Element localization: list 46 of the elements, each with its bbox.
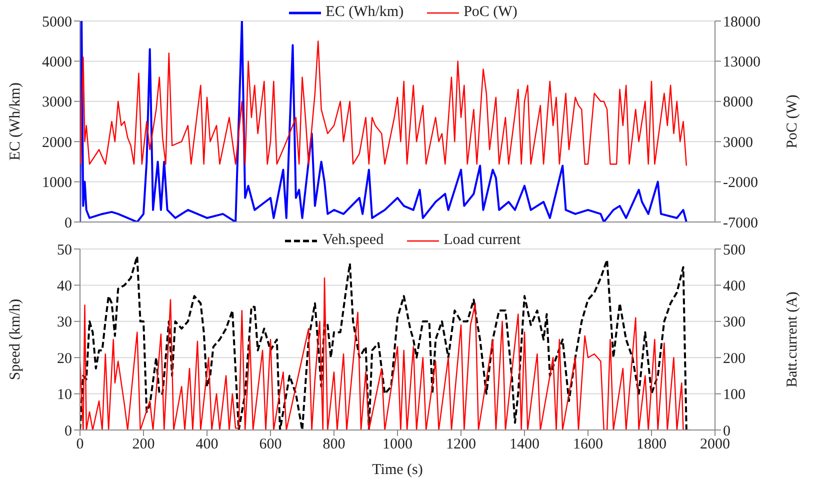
- x-tick-label: 800: [322, 436, 346, 453]
- y2-tick-label: 18000: [723, 14, 760, 30]
- y-tick-label: 0: [64, 423, 72, 440]
- legend-label: EC (Wh/km): [326, 4, 404, 21]
- legend-label: Veh.speed: [322, 232, 384, 249]
- y-tick-label: 3000: [42, 94, 72, 111]
- y-axis-title: EC (Wh/km): [7, 82, 24, 160]
- y2-tick-label: 300: [723, 314, 746, 331]
- y2-tick-label: 8000: [723, 94, 753, 111]
- x-tick-label: 200: [132, 436, 155, 453]
- legend-label: Load current: [444, 232, 521, 249]
- line-series: [80, 21, 688, 222]
- y-tick-label: 30: [57, 314, 72, 331]
- y-axis-title: Speed (km/h): [7, 298, 24, 380]
- y2-tick-label: 400: [723, 278, 746, 295]
- y-tick-label: 4000: [42, 54, 72, 71]
- y2-tick-label: 200: [723, 350, 746, 367]
- y-tick-label: 50: [57, 242, 72, 258]
- legend-label: PoC (W): [464, 4, 518, 21]
- y2-tick-label: 13000: [723, 54, 760, 71]
- x-tick-label: 600: [259, 436, 282, 453]
- x-tick-label: 1200: [446, 436, 476, 453]
- y-tick-label: 5000: [42, 14, 72, 30]
- y-tick-label: 10: [57, 387, 72, 404]
- x-tick-label: 0: [76, 436, 84, 453]
- y-tick-label: 1000: [42, 175, 72, 192]
- y-tick-label: 2000: [42, 134, 72, 151]
- x-tick-label: 1600: [573, 436, 603, 453]
- x-axis-title: Time (s): [372, 462, 423, 478]
- y2-tick-label: 3000: [723, 134, 753, 151]
- y-tick-label: 20: [57, 350, 72, 367]
- x-tick-label: 1800: [636, 436, 666, 453]
- x-tick-label: 1400: [510, 436, 540, 453]
- y2-tick-label: 0: [723, 423, 730, 440]
- y2-tick-label: -7000: [723, 215, 758, 232]
- y2-axis-title: Batt.current (A): [784, 292, 800, 388]
- y2-tick-label: 100: [723, 387, 746, 404]
- x-tick-label: 2000: [700, 436, 730, 453]
- x-tick-label: 400: [196, 436, 218, 453]
- x-tick-label: 1000: [382, 436, 412, 453]
- y2-tick-label: 500: [723, 242, 746, 258]
- y2-axis-title: PoC (W): [784, 94, 800, 148]
- y-tick-label: 40: [57, 278, 72, 295]
- y-tick-label: 0: [64, 215, 72, 232]
- line-series: [80, 40, 688, 166]
- y2-tick-label: -2000: [723, 175, 758, 192]
